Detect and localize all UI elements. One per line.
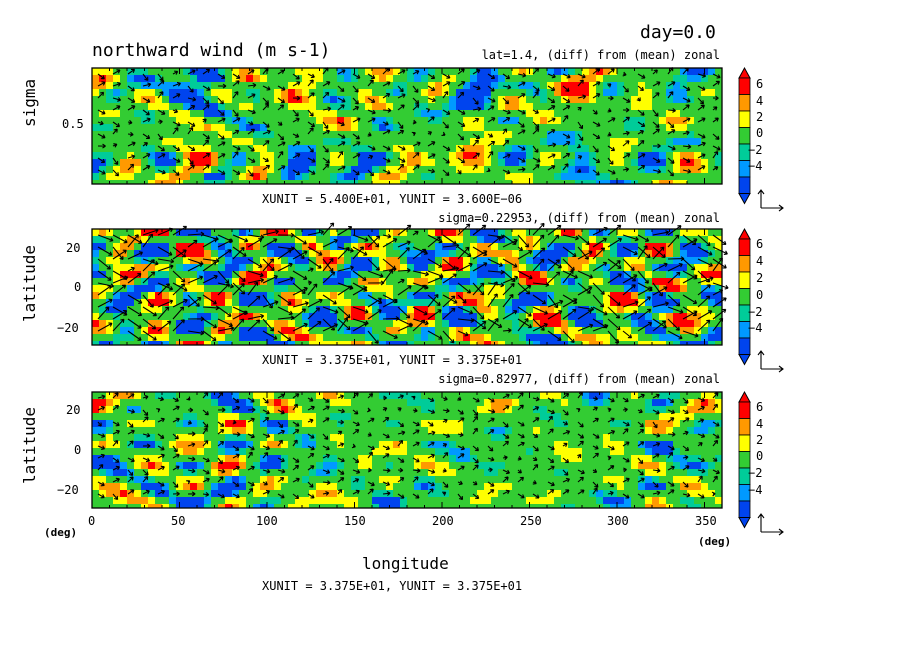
panel3-ytick-m20: −20 — [57, 483, 79, 497]
panel3-subtitle: sigma=0.82977, (diff) from (mean) zonal — [438, 372, 720, 386]
panel3-ytick-0: 0 — [74, 443, 82, 457]
panel2-subtitle: sigma=0.22953, (diff) from (mean) zonal — [438, 211, 720, 225]
xtick-250: 250 — [520, 514, 542, 528]
day-label: day=0.0 — [640, 22, 716, 43]
panel1-ytick: 0.5 — [62, 117, 84, 131]
cbar1-label-m2: −2 — [748, 143, 763, 157]
panel1-subtitle: lat=1.4, (diff) from (mean) zonal — [481, 48, 720, 62]
panel3-field — [92, 391, 723, 509]
cbar1-label-2: 2 — [756, 110, 764, 124]
cbar2-label-4: 4 — [756, 254, 764, 268]
xtick-0: 0 — [88, 514, 96, 528]
xtick-200: 200 — [432, 514, 454, 528]
cbar2-label-0: 0 — [756, 288, 764, 302]
cbar2-label-2: 2 — [756, 271, 764, 285]
cbar3-label-m2: −2 — [748, 466, 763, 480]
panel3-ytick-20: 20 — [66, 403, 81, 417]
panel2-field — [92, 222, 729, 346]
panel2-unit-vector-icon — [757, 350, 784, 373]
panel2-ytick-20: 20 — [66, 241, 81, 255]
panel2-colorbar — [738, 227, 784, 373]
panel2-ylabel: latitude — [20, 244, 39, 322]
cbar1-label-m4: −4 — [748, 159, 763, 173]
xaxis-deg-left: (deg) — [44, 526, 78, 539]
panel3-colorbar — [738, 390, 784, 536]
chart-title: northward wind (m s-1) — [92, 40, 331, 61]
xaxis-deg-right: (deg) — [698, 535, 732, 548]
panel1-field — [92, 67, 723, 185]
panel3-ylabel: latitude — [20, 406, 39, 484]
panel1-ylabel: sigma — [20, 78, 39, 127]
panel2-ytick-m20: −20 — [57, 321, 79, 335]
panel3-unit-text: XUNIT = 3.375E+01, YUNIT = 3.375E+01 — [262, 579, 523, 593]
cbar2-label-m2: −2 — [748, 305, 763, 319]
xtick-50: 50 — [171, 514, 186, 528]
panel1-unit-text: XUNIT = 5.400E+01, YUNIT = 3.600E−06 — [262, 192, 523, 206]
cbar3-label-2: 2 — [756, 433, 764, 447]
xaxis-label: longitude — [362, 554, 449, 573]
cbar3-label-6: 6 — [756, 400, 764, 414]
cbar3-label-4: 4 — [756, 417, 764, 431]
xtick-150: 150 — [344, 514, 366, 528]
cbar1-label-6: 6 — [756, 77, 764, 91]
xtick-300: 300 — [607, 514, 629, 528]
panel3-unit-vector-icon — [757, 513, 784, 536]
cbar2-label-6: 6 — [756, 237, 764, 251]
cbar3-label-m4: −4 — [748, 483, 763, 497]
xtick-350: 350 — [695, 514, 717, 528]
panel1-unit-vector-icon — [757, 189, 784, 212]
cbar1-label-0: 0 — [756, 126, 764, 140]
panel1-colorbar — [738, 66, 784, 212]
panel2-unit-text: XUNIT = 3.375E+01, YUNIT = 3.375E+01 — [262, 353, 523, 367]
panel2-ytick-0: 0 — [74, 280, 82, 294]
cbar3-label-0: 0 — [756, 449, 764, 463]
xtick-100: 100 — [256, 514, 278, 528]
cbar1-label-4: 4 — [756, 94, 764, 108]
cbar2-label-m4: −4 — [748, 321, 763, 335]
